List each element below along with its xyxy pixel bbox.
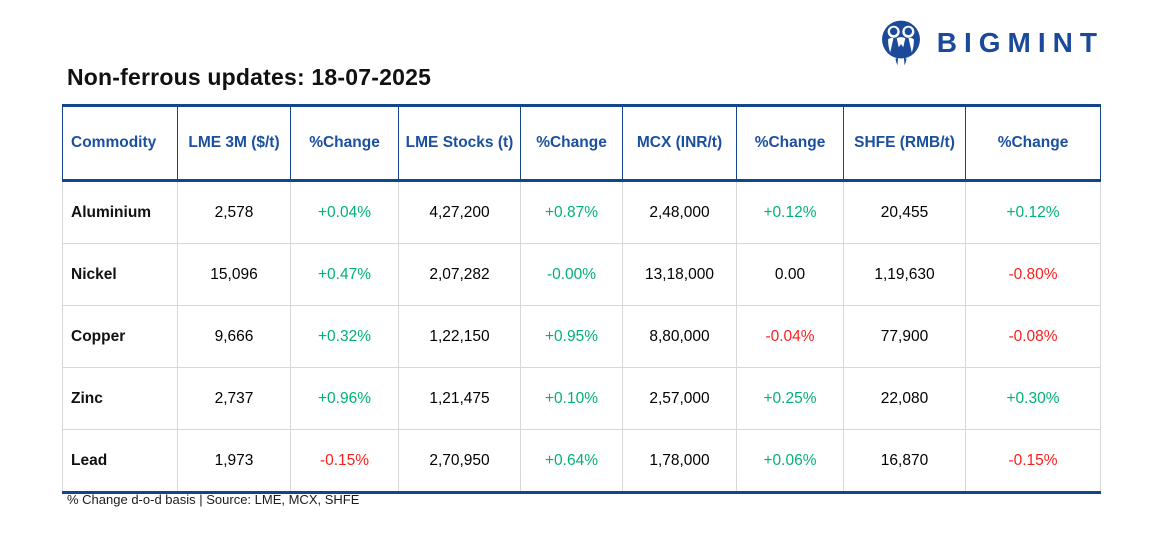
- cell-mcx-change: -0.04%: [736, 305, 844, 368]
- cell-mcx-change: +0.12%: [736, 180, 844, 244]
- col-header-mcx-change: %Change: [736, 105, 844, 182]
- non-ferrous-table: Commodity LME 3M ($/t) %Change LME Stock…: [62, 104, 1101, 494]
- table-row-lead: Lead 1,973 -0.15% 2,70,950 +0.64% 1,78,0…: [62, 429, 1101, 493]
- bigmint-logo-icon: [881, 20, 920, 66]
- cell-lme-stocks: 4,27,200: [398, 180, 521, 244]
- cell-lme-stocks-change: +0.87%: [520, 180, 623, 244]
- col-header-lme-3m-change: %Change: [290, 105, 399, 182]
- cell-shfe: 22,080: [843, 367, 966, 430]
- cell-mcx: 8,80,000: [622, 305, 737, 368]
- cell-lme-3m: 2,737: [177, 367, 291, 430]
- cell-lme-3m: 9,666: [177, 305, 291, 368]
- commodity-name: Copper: [62, 305, 178, 368]
- cell-lme-3m: 15,096: [177, 243, 291, 306]
- cell-shfe-change: +0.30%: [965, 367, 1101, 430]
- cell-lme-stocks-change: +0.95%: [520, 305, 623, 368]
- page-title: Non-ferrous updates: 18-07-2025: [67, 64, 432, 90]
- commodity-name: Lead: [62, 429, 178, 493]
- commodity-name: Nickel: [62, 243, 178, 306]
- col-header-lme-stocks-change: %Change: [520, 105, 623, 182]
- cell-mcx: 2,57,000: [622, 367, 737, 430]
- cell-lme-stocks-change: +0.10%: [520, 367, 623, 430]
- cell-lme-3m: 2,578: [177, 180, 291, 244]
- cell-mcx: 2,48,000: [622, 180, 737, 244]
- cell-lme-3m-change: +0.32%: [290, 305, 399, 368]
- cell-lme-stocks: 2,07,282: [398, 243, 521, 306]
- cell-mcx: 1,78,000: [622, 429, 737, 493]
- header-row: Commodity LME 3M ($/t) %Change LME Stock…: [62, 105, 1101, 182]
- commodity-name: Aluminium: [62, 180, 178, 244]
- cell-shfe-change: +0.12%: [965, 180, 1101, 244]
- cell-shfe-change: -0.80%: [965, 243, 1101, 306]
- col-header-lme-3m: LME 3M ($/t): [177, 105, 291, 182]
- table-row-aluminium: Aluminium 2,578 +0.04% 4,27,200 +0.87% 2…: [62, 180, 1101, 244]
- brand-name: BIGMINT: [936, 27, 1104, 58]
- cell-lme-stocks: 1,21,475: [398, 367, 521, 430]
- cell-lme-stocks-change: -0.00%: [520, 243, 623, 306]
- cell-shfe: 20,455: [843, 180, 966, 244]
- bigmint-logo: BIGMINT: [878, 18, 1104, 68]
- cell-shfe: 1,19,630: [843, 243, 966, 306]
- col-header-shfe-change: %Change: [965, 105, 1101, 182]
- table-row-zinc: Zinc 2,737 +0.96% 1,21,475 +0.10% 2,57,0…: [62, 367, 1101, 430]
- cell-lme-stocks: 1,22,150: [398, 305, 521, 368]
- cell-lme-3m-change: +0.04%: [290, 180, 399, 244]
- commodity-name: Zinc: [62, 367, 178, 430]
- col-header-lme-stocks: LME Stocks (t): [398, 105, 521, 182]
- cell-shfe: 16,870: [843, 429, 966, 493]
- cell-lme-stocks: 2,70,950: [398, 429, 521, 493]
- cell-shfe-change: -0.08%: [965, 305, 1101, 368]
- cell-lme-3m-change: +0.96%: [290, 367, 399, 430]
- cell-mcx: 13,18,000: [622, 243, 737, 306]
- cell-mcx-change: 0.00: [736, 243, 844, 306]
- table-row-nickel: Nickel 15,096 +0.47% 2,07,282 -0.00% 13,…: [62, 243, 1101, 306]
- cell-mcx-change: +0.25%: [736, 367, 844, 430]
- cell-shfe: 77,900: [843, 305, 966, 368]
- cell-mcx-change: +0.06%: [736, 429, 844, 493]
- col-header-shfe: SHFE (RMB/t): [843, 105, 966, 182]
- cell-shfe-change: -0.15%: [965, 429, 1101, 493]
- cell-lme-stocks-change: +0.64%: [520, 429, 623, 493]
- col-header-mcx: MCX (INR/t): [622, 105, 737, 182]
- col-header-commodity: Commodity: [62, 105, 178, 182]
- footnote: % Change d-o-d basis | Source: LME, MCX,…: [67, 492, 360, 507]
- cell-lme-3m-change: +0.47%: [290, 243, 399, 306]
- cell-lme-3m-change: -0.15%: [290, 429, 399, 493]
- table-row-copper: Copper 9,666 +0.32% 1,22,150 +0.95% 8,80…: [62, 305, 1101, 368]
- cell-lme-3m: 1,973: [177, 429, 291, 493]
